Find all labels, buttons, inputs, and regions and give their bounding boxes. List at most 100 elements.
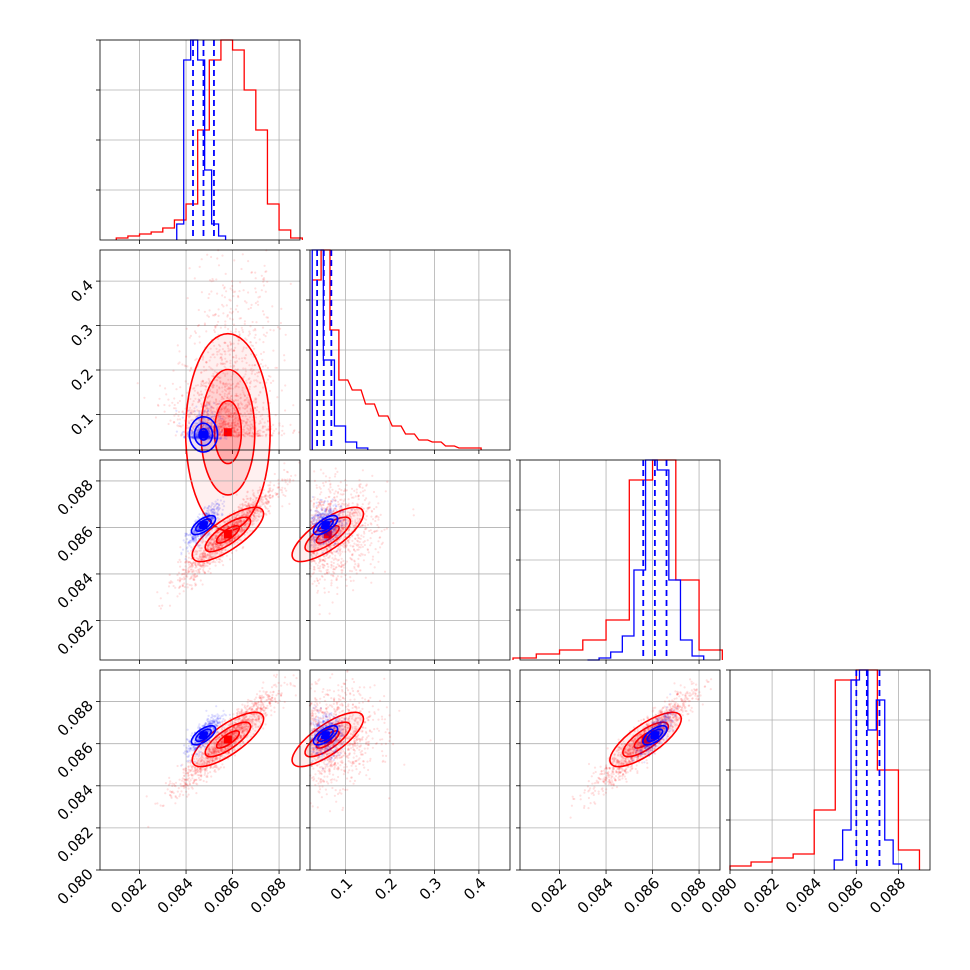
sample-point [254,271,257,274]
sample-point [268,488,271,492]
sample-point [180,573,183,576]
sample-point [316,589,320,592]
sample-point [223,407,226,410]
sample-point [216,292,219,295]
sample-point [186,538,189,541]
sample-point [258,338,261,341]
sample-point [217,264,221,267]
sample-point [223,420,226,423]
sample-point [208,567,211,570]
sample-point [186,586,189,589]
sample-point [369,537,372,540]
sample-point [330,584,333,587]
sample-point [224,272,227,275]
sample-point [276,492,279,495]
sample-point [188,267,191,270]
sample-point [261,326,265,329]
sample-point [211,411,214,414]
sample-point [216,257,219,260]
sample-point [366,523,370,527]
sample-point [199,567,202,571]
sample-point [207,413,210,416]
sample-point [370,515,373,518]
sample-point [361,524,364,527]
sample-point [202,512,205,515]
sample-point [215,558,218,561]
sample-point [203,405,206,408]
sample-point [224,320,227,323]
sample-point [315,486,318,489]
sample-point [258,486,261,489]
sample-point [363,553,367,557]
sample-point [174,434,177,437]
sample-point [347,498,350,501]
sample-point [251,320,254,324]
sample-point [342,559,345,563]
sample-point [192,409,196,412]
sample-point [358,569,361,572]
sample-point [158,397,161,400]
sample-point [281,486,284,489]
sample-point [272,432,275,435]
sample-point [263,278,266,281]
sample-point [330,579,333,582]
sample-point [366,548,369,551]
sample-point [246,404,249,407]
sample-point [204,404,207,407]
sample-point [264,473,268,476]
sample-point [345,560,348,563]
sample-point [352,579,355,582]
sample-point [255,501,258,504]
sample-point [261,500,264,503]
sample-point [262,277,266,280]
sample-point [209,505,212,509]
sample-point [241,403,244,406]
sample-point [376,523,379,527]
sample-point [236,402,239,405]
sample-point [336,592,339,596]
sample-point [237,424,240,427]
sample-point [318,486,321,489]
sample-point [312,568,315,571]
sample-point [188,369,192,372]
sample-point [176,579,180,582]
sample-point [283,432,286,435]
sample-point [234,330,237,333]
sample-point [360,543,363,546]
sample-point [223,296,226,299]
sample-point [197,324,201,327]
sample-point [364,522,367,525]
sample-point [314,562,317,565]
sample-point [350,493,353,496]
sample-point [255,432,258,436]
sample-point [231,318,234,321]
sample-point [256,380,259,383]
sample-point [225,360,228,363]
sample-point [222,564,225,567]
sample-point [283,468,286,472]
sample-point [206,421,209,424]
sample-point [349,576,352,579]
sample-point [244,415,247,418]
sample-point [212,503,215,506]
sample-point [210,416,213,419]
sample-point [191,563,194,566]
sample-point [224,326,227,329]
sample-point [328,612,331,615]
sample-point [224,424,227,427]
sample-point [249,341,252,344]
sample-point [363,528,367,531]
panel-2-1 [291,459,511,664]
sample-point [365,483,368,486]
sample-point [188,583,191,587]
sample-point [254,287,257,290]
sample-point [168,581,171,584]
sample-point [362,535,365,538]
sample-point [336,548,339,551]
sample-point [198,537,201,541]
sample-point [335,578,338,581]
sample-point [174,407,177,410]
sample-point [356,503,359,506]
sample-point [264,270,267,273]
sample-point [364,576,367,579]
